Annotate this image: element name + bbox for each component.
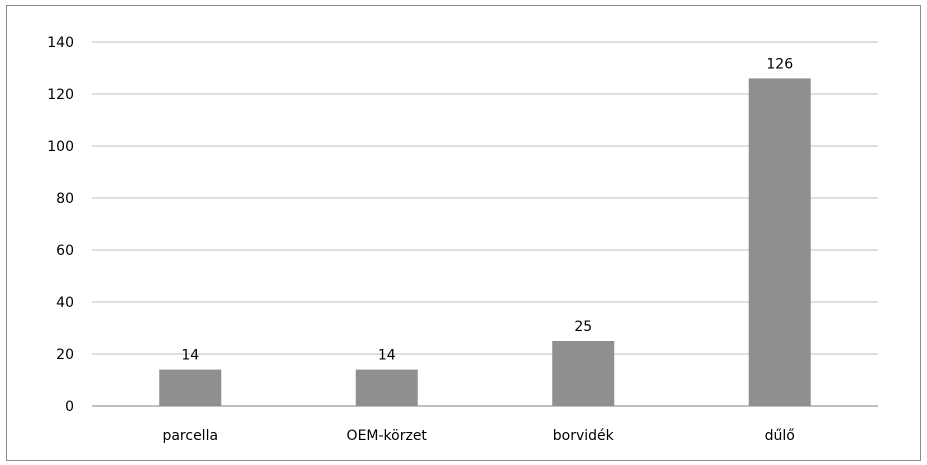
y-tick-label: 80 bbox=[56, 191, 74, 207]
data-label: 126 bbox=[766, 56, 793, 72]
y-tick-label: 60 bbox=[56, 243, 74, 259]
data-label: 25 bbox=[574, 319, 592, 335]
x-axis-category-labels: parcella OEM-körzet borvidék dűlő bbox=[162, 428, 794, 444]
y-tick-label: 40 bbox=[56, 295, 74, 311]
data-label: 14 bbox=[181, 348, 199, 364]
gridlines bbox=[92, 41, 878, 355]
y-tick-label: 100 bbox=[47, 139, 74, 155]
bars bbox=[159, 78, 811, 407]
category-label: parcella bbox=[162, 428, 218, 444]
y-axis-tick-labels: 0 20 40 60 80 100 120 140 bbox=[47, 35, 74, 415]
data-label: 14 bbox=[378, 348, 396, 364]
y-tick-label: 140 bbox=[47, 35, 74, 51]
bar-parcella bbox=[159, 369, 222, 406]
data-labels: 14 14 25 126 bbox=[181, 56, 793, 363]
bar-oem-k-rzet bbox=[355, 369, 418, 406]
category-label: OEM-körzet bbox=[347, 428, 428, 444]
bar-d-l- bbox=[748, 78, 811, 407]
bar-borvid-k bbox=[552, 341, 615, 406]
category-label: borvidék bbox=[553, 428, 615, 444]
y-tick-label: 20 bbox=[56, 347, 74, 363]
category-label: dűlő bbox=[765, 428, 795, 444]
y-tick-label: 0 bbox=[65, 399, 74, 415]
y-tick-label: 120 bbox=[47, 87, 74, 103]
